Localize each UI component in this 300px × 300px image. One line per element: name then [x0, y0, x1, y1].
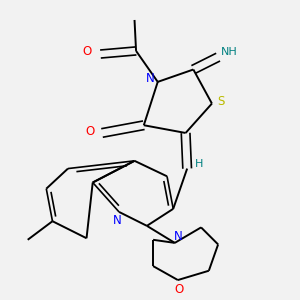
Text: N: N: [146, 72, 154, 85]
Text: O: O: [83, 45, 92, 58]
Text: N: N: [113, 214, 122, 227]
Text: N: N: [173, 230, 182, 243]
Text: NH: NH: [220, 46, 237, 56]
Text: H: H: [195, 159, 204, 169]
Text: O: O: [175, 283, 184, 296]
Text: O: O: [85, 125, 94, 138]
Text: S: S: [217, 94, 224, 108]
